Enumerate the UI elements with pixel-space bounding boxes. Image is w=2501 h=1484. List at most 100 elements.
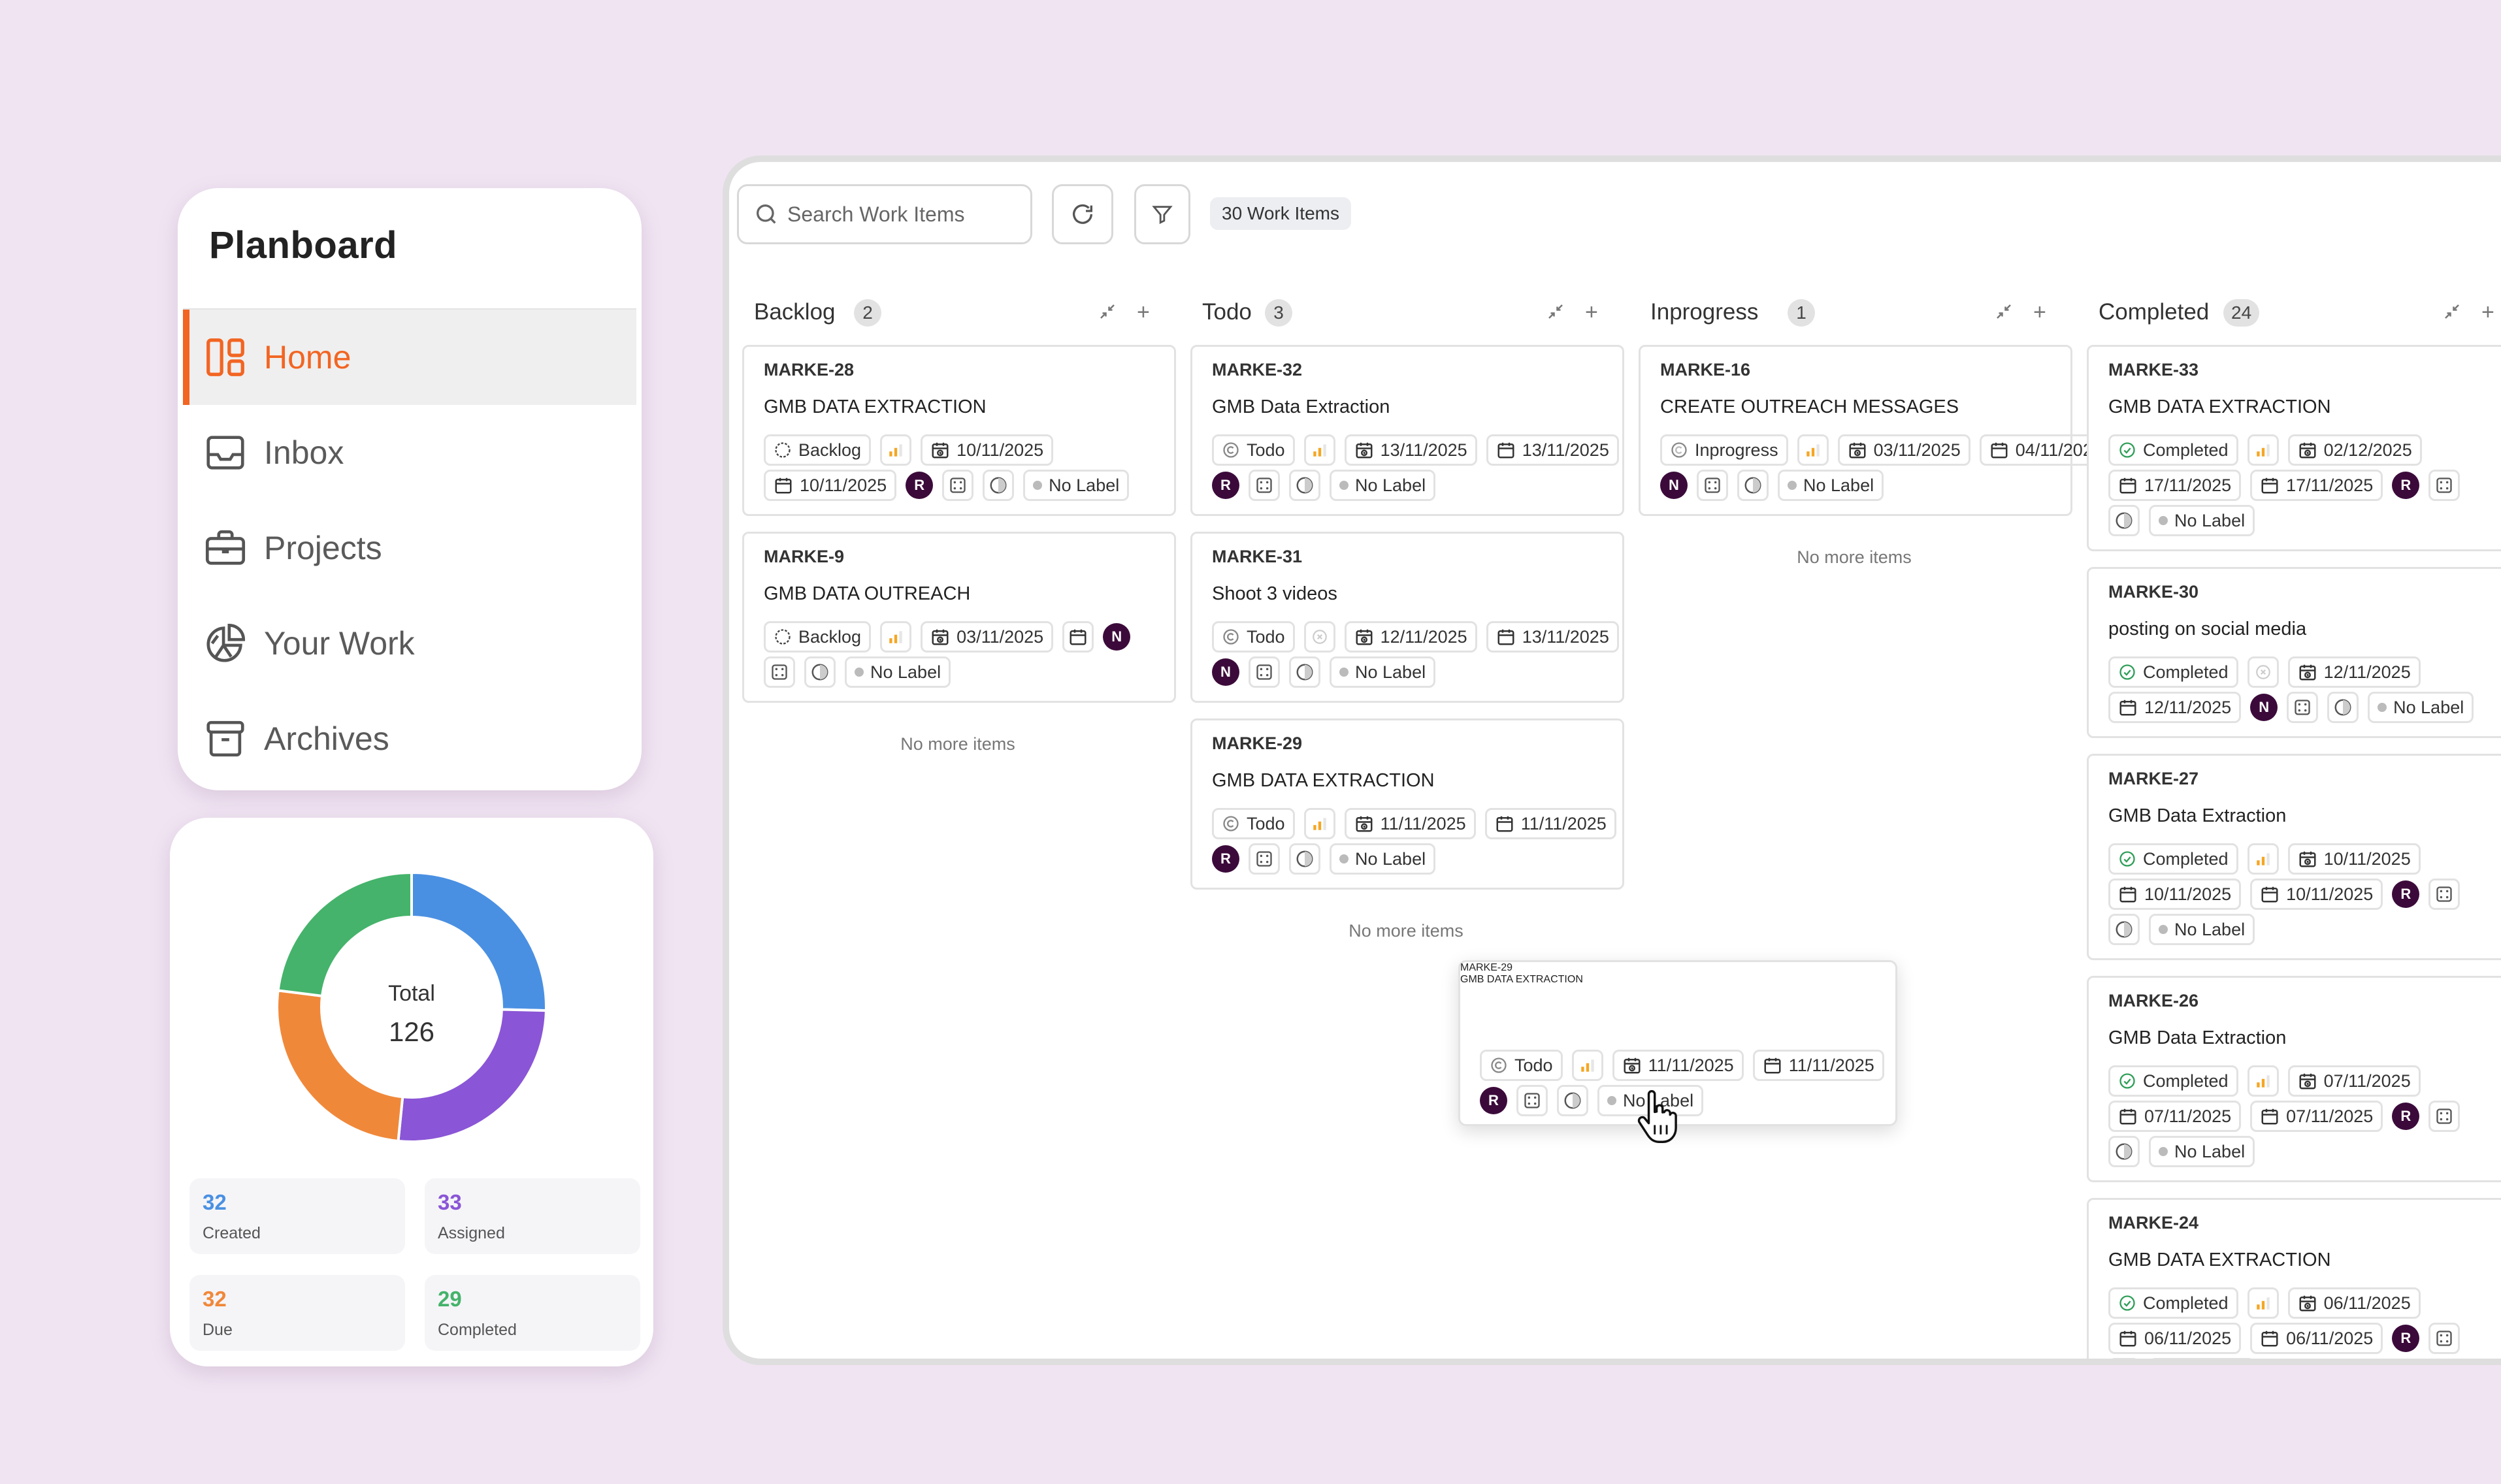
work-item-card[interactable]: MARKE-30 posting on social media Complet… [2087, 567, 2501, 738]
due-date-pill[interactable]: 13/11/2025 [1486, 621, 1619, 653]
cycle-button[interactable] [1289, 843, 1320, 875]
filter-button[interactable] [1134, 184, 1190, 244]
work-item-card[interactable]: MARKE-26 GMB Data Extraction Completed 07… [2087, 976, 2501, 1182]
cycle-button[interactable] [1737, 470, 1769, 501]
avatar[interactable]: R [2392, 1103, 2420, 1130]
priority-button[interactable] [1797, 434, 1829, 466]
work-item-card[interactable]: MARKE-31 Shoot 3 videos Todo 12/11/2025 13… [1190, 532, 1624, 703]
module-button[interactable] [1697, 470, 1728, 501]
status-pill[interactable]: Todo [1212, 621, 1295, 653]
avatar[interactable]: R [1212, 472, 1239, 499]
label-pill[interactable]: No Label [2149, 914, 2255, 945]
cycle-button[interactable] [2108, 1358, 2140, 1359]
avatar[interactable]: N [2250, 694, 2278, 721]
module-button[interactable] [1516, 1085, 1548, 1116]
nav-item-inbox[interactable]: Inbox [183, 405, 636, 500]
work-item-card[interactable]: MARKE-32 GMB Data Extraction Todo 13/11/2… [1190, 345, 1624, 516]
due-date-pill[interactable]: 07/11/2025 [2108, 1101, 2242, 1132]
status-pill[interactable]: Completed [2108, 843, 2238, 875]
due-date-button[interactable] [1062, 621, 1094, 653]
target-date-pill[interactable]: 17/11/2025 [2250, 470, 2383, 501]
start-date-pill[interactable]: 12/11/2025 [1344, 621, 1477, 653]
collapse-icon[interactable] [2442, 302, 2462, 321]
avatar[interactable]: R [1212, 845, 1239, 873]
avatar[interactable]: R [906, 472, 934, 499]
work-item-card[interactable]: MARKE-9 GMB DATA OUTREACH Backlog 03/11/2… [742, 532, 1176, 703]
due-date-pill[interactable]: 11/11/2025 [1484, 808, 1616, 839]
work-item-card[interactable]: MARKE-33 GMB DATA EXTRACTION Completed 02… [2087, 345, 2501, 551]
avatar[interactable]: N [1212, 658, 1239, 686]
avatar[interactable]: R [2392, 880, 2420, 908]
label-pill[interactable]: No Label [2149, 1358, 2255, 1359]
priority-button[interactable] [880, 434, 912, 466]
status-pill[interactable]: Completed [2108, 434, 2238, 466]
add-item-button[interactable]: + [1137, 300, 1150, 325]
start-date-pill[interactable]: 06/11/2025 [2287, 1287, 2421, 1319]
label-pill[interactable]: No Label [2149, 505, 2255, 536]
cycle-button[interactable] [2108, 1136, 2140, 1167]
module-button[interactable] [942, 470, 974, 501]
work-item-card[interactable]: MARKE-24 GMB DATA EXTRACTION Completed 06… [2087, 1198, 2501, 1359]
status-pill[interactable]: Backlog [764, 434, 872, 466]
priority-button[interactable] [2247, 656, 2279, 688]
work-item-card[interactable]: MARKE-28 GMB DATA EXTRACTION Backlog 10/1… [742, 345, 1176, 516]
label-pill[interactable]: No Label [2149, 1136, 2255, 1167]
due-date-pill[interactable]: 11/11/2025 [1752, 1050, 1884, 1081]
start-date-pill[interactable]: 13/11/2025 [1344, 434, 1477, 466]
avatar[interactable]: R [2392, 1325, 2420, 1352]
label-pill[interactable]: No Label [1330, 656, 1436, 688]
status-pill[interactable]: Completed [2108, 1065, 2238, 1097]
label-pill[interactable]: No Label [1330, 843, 1436, 875]
start-date-pill[interactable]: 11/11/2025 [1344, 808, 1476, 839]
module-button[interactable] [1249, 470, 1280, 501]
add-item-button[interactable]: + [2033, 300, 2046, 325]
priority-button[interactable] [1571, 1050, 1603, 1081]
cycle-button[interactable] [2108, 505, 2140, 536]
start-date-pill[interactable]: 11/11/2025 [1612, 1050, 1744, 1081]
due-date-pill[interactable]: 13/11/2025 [1486, 434, 1619, 466]
target-date-pill[interactable]: 07/11/2025 [2250, 1101, 2383, 1132]
priority-button[interactable] [2247, 1287, 2279, 1319]
start-date-pill[interactable]: 03/11/2025 [921, 621, 1054, 653]
status-pill[interactable]: Backlog [764, 621, 872, 653]
priority-button[interactable] [880, 621, 912, 653]
module-button[interactable] [2428, 1101, 2460, 1132]
priority-button[interactable] [1303, 621, 1335, 653]
cycle-button[interactable] [983, 470, 1015, 501]
status-pill[interactable]: Inprogress [1660, 434, 1788, 466]
module-button[interactable] [764, 656, 795, 688]
module-button[interactable] [2428, 879, 2460, 910]
start-date-pill[interactable]: 12/11/2025 [2287, 656, 2421, 688]
cycle-button[interactable] [2327, 692, 2359, 723]
avatar[interactable]: N [1660, 472, 1688, 499]
status-pill[interactable]: Todo [1212, 434, 1295, 466]
work-item-card[interactable]: MARKE-29 GMB DATA EXTRACTION Todo 11/11/2… [1190, 718, 1624, 890]
label-pill[interactable]: No Label [1023, 470, 1130, 501]
module-button[interactable] [1249, 843, 1280, 875]
status-pill[interactable]: Completed [2108, 1287, 2238, 1319]
nav-item-projects[interactable]: Projects [183, 500, 636, 596]
target-date-pill[interactable]: 06/11/2025 [2250, 1323, 2383, 1354]
work-item-card[interactable]: MARKE-27 GMB Data Extraction Completed 10… [2087, 754, 2501, 960]
refresh-button[interactable] [1052, 184, 1113, 244]
dragging-card[interactable]: MARKE-29 GMB DATA EXTRACTION Todo 11/11/2… [1458, 960, 1897, 1126]
priority-button[interactable] [2247, 1065, 2279, 1097]
cycle-button[interactable] [804, 656, 836, 688]
priority-button[interactable] [2247, 434, 2279, 466]
due-date-pill[interactable]: 06/11/2025 [2108, 1323, 2242, 1354]
label-pill[interactable]: No Label [1330, 470, 1436, 501]
nav-item-your-work[interactable]: Your Work [183, 596, 636, 691]
status-pill[interactable]: Todo [1212, 808, 1295, 839]
start-date-pill[interactable]: 10/11/2025 [2287, 843, 2421, 875]
priority-button[interactable] [1303, 808, 1335, 839]
avatar[interactable]: N [1103, 623, 1131, 651]
target-date-pill[interactable]: 10/11/2025 [2250, 879, 2383, 910]
status-pill[interactable]: Completed [2108, 656, 2238, 688]
add-item-button[interactable]: + [2481, 300, 2494, 325]
due-date-pill[interactable]: 10/11/2025 [2108, 879, 2242, 910]
module-button[interactable] [1249, 656, 1280, 688]
collapse-icon[interactable] [1546, 302, 1565, 321]
avatar[interactable]: R [1480, 1087, 1507, 1114]
start-date-pill[interactable]: 07/11/2025 [2287, 1065, 2421, 1097]
cycle-button[interactable] [1557, 1085, 1588, 1116]
